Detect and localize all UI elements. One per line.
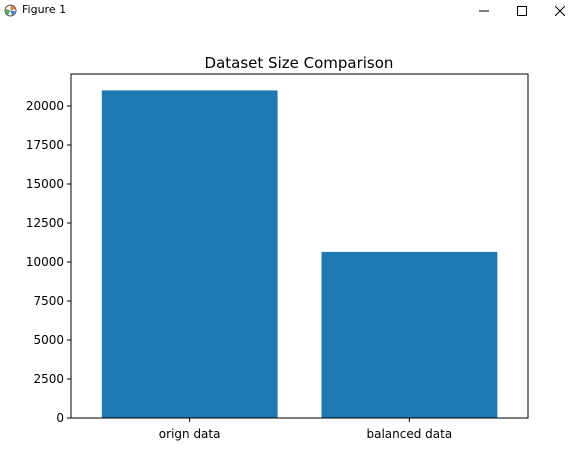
- y-tick-label: 12500: [26, 216, 64, 230]
- y-tick-label: 2500: [33, 372, 64, 386]
- window-titlebar: Figure 1: [0, 0, 576, 22]
- plot-frame: [70, 73, 529, 419]
- bars-layer: [101, 90, 498, 419]
- maximize-icon: [517, 6, 527, 16]
- close-icon: [555, 6, 565, 16]
- y-tick-label: 7500: [33, 294, 64, 308]
- y-tick-label: 5000: [33, 333, 64, 347]
- x-tick-label: balanced data: [366, 427, 452, 441]
- minimize-icon: [479, 10, 489, 12]
- x-axis: orign data balanced data: [159, 418, 452, 441]
- y-tick-label: 0: [56, 411, 64, 425]
- window-title: Figure 1: [22, 3, 67, 16]
- y-axis: 0 2500 5000 7500 10000 12500 15000 17500 20000: [26, 99, 71, 425]
- figure-canvas: Dataset Size Comparison 0 2500 5000 7500 100…: [0, 22, 576, 451]
- maximize-button[interactable]: [503, 0, 541, 22]
- chart-title: Dataset Size Comparison: [205, 54, 394, 72]
- close-button[interactable]: [541, 0, 576, 22]
- matplotlib-figure-icon: [4, 4, 17, 17]
- y-tick-label: 17500: [26, 138, 64, 152]
- bar-balanced-data: [321, 251, 498, 418]
- x-tick-label: orign data: [159, 427, 221, 441]
- y-tick-label: 20000: [26, 99, 64, 113]
- y-tick-label: 15000: [26, 177, 64, 191]
- y-tick-label: 10000: [26, 255, 64, 269]
- minimize-button[interactable]: [465, 0, 503, 22]
- bar-orign-data: [101, 90, 278, 419]
- bar-chart: Dataset Size Comparison 0 2500 5000 7500 100…: [26, 54, 529, 441]
